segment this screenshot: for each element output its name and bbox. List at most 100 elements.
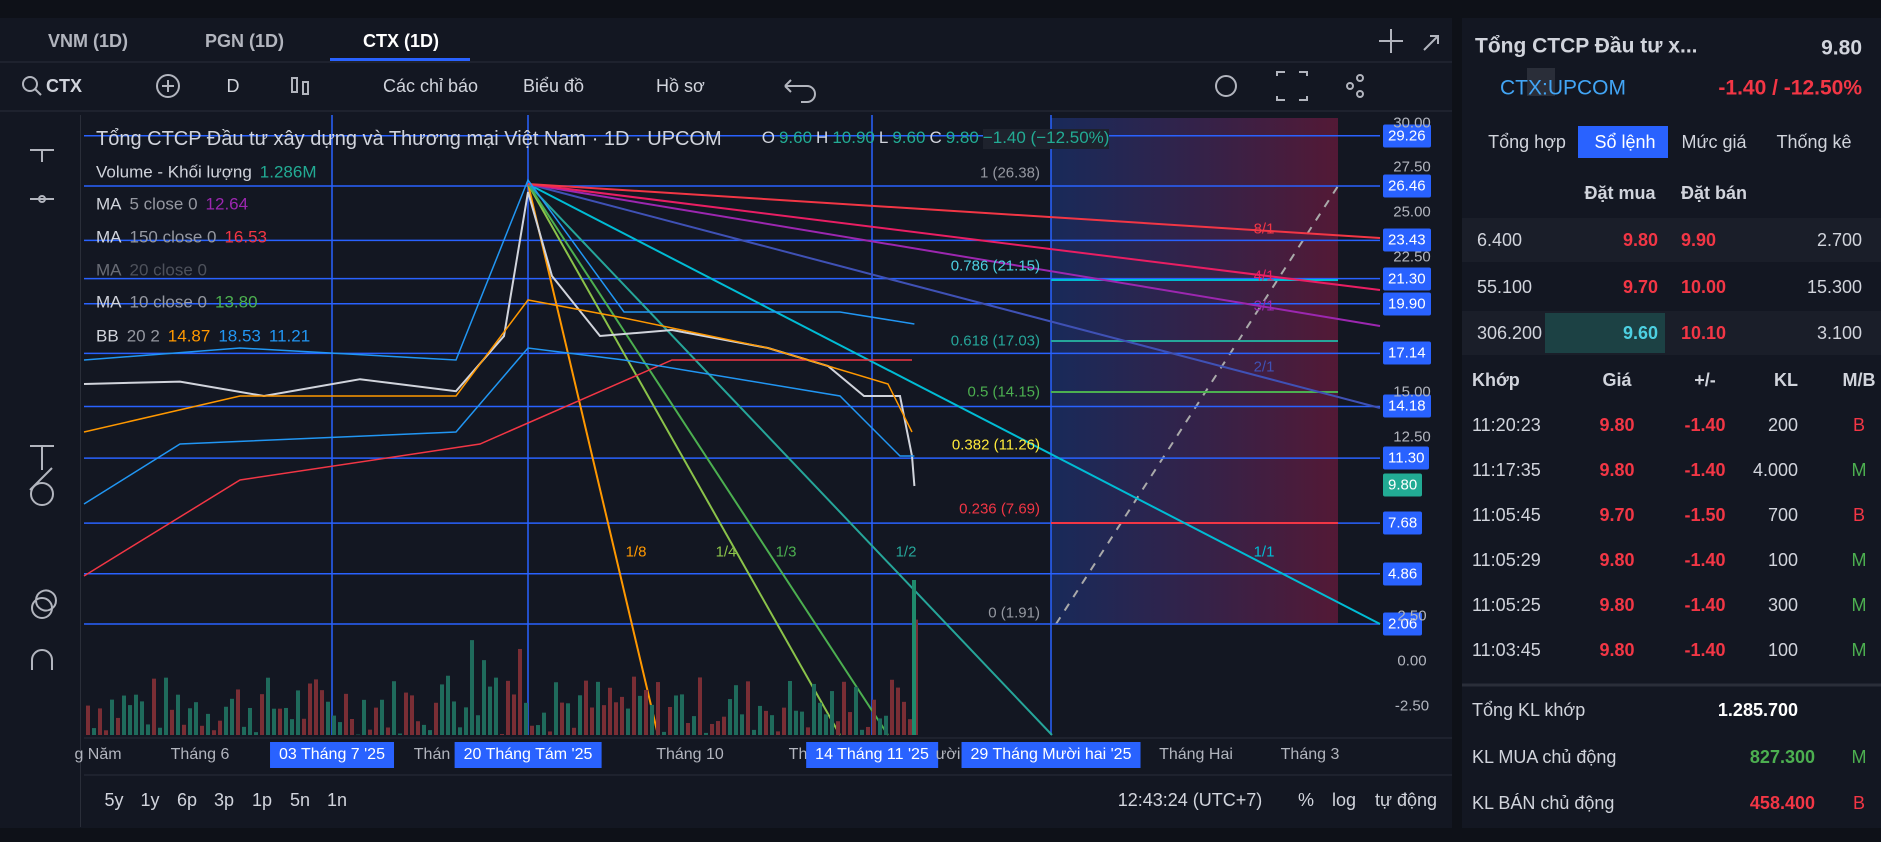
volume-bar bbox=[848, 712, 852, 735]
stock-name: Tổng CTCP Đầu tư x... bbox=[1475, 34, 1698, 58]
volume-bar bbox=[452, 701, 456, 735]
drawing-toolbar[interactable] bbox=[10, 115, 81, 827]
tab[interactable]: CTX (1D) bbox=[363, 31, 439, 51]
volume-bar bbox=[740, 714, 744, 735]
range-button[interactable]: 1n bbox=[326, 790, 348, 810]
tab[interactable]: PGN (1D) bbox=[205, 31, 285, 51]
fan-label: 1/3 bbox=[775, 543, 797, 561]
volume-bar bbox=[602, 705, 606, 735]
volume-bar bbox=[614, 702, 618, 735]
panel-price: 9.80 bbox=[1821, 36, 1862, 60]
volume-bar bbox=[140, 701, 144, 735]
bb-upper bbox=[83, 178, 915, 361]
edit-button[interactable] bbox=[1527, 68, 1555, 96]
profile-menu[interactable]: Hồ sơ bbox=[656, 76, 705, 96]
bb-lower bbox=[83, 347, 915, 505]
range-button[interactable]: 5y bbox=[104, 790, 124, 810]
range-button[interactable]: 3p bbox=[213, 790, 235, 810]
active-tab bbox=[1578, 126, 1668, 158]
volume-bar bbox=[782, 707, 786, 735]
legend-name: MA bbox=[96, 292, 122, 312]
volume-bar bbox=[446, 675, 450, 735]
range-button[interactable]: 6p bbox=[176, 790, 198, 810]
volume-bar bbox=[698, 677, 702, 735]
volume-bar bbox=[650, 704, 654, 735]
indicators-button[interactable]: Các chỉ báo bbox=[383, 76, 479, 96]
time-axis-label: Th bbox=[788, 746, 808, 763]
clock: 12:43:24 (UTC+7) bbox=[1117, 790, 1263, 810]
legend-value: 13.80 bbox=[215, 292, 258, 312]
legend-row: MA 20 close 0 bbox=[96, 262, 207, 279]
volume-bar bbox=[128, 705, 132, 735]
ask-price: 10.10 bbox=[1681, 323, 1727, 343]
side-panel bbox=[1462, 18, 1881, 828]
volume-bar bbox=[542, 712, 546, 735]
time-axis-label: 29 Tháng Mười hai '25 bbox=[961, 742, 1141, 768]
trade-cell: B bbox=[1852, 505, 1866, 525]
volume-bar bbox=[884, 715, 888, 735]
symbol[interactable]: CTX bbox=[46, 76, 82, 96]
trades-header: KL bbox=[1774, 370, 1798, 390]
volume-bar bbox=[866, 726, 870, 735]
volume-bar bbox=[296, 690, 300, 735]
volume-bar bbox=[476, 715, 480, 735]
fan-line bbox=[527, 183, 1381, 409]
fan-label: 8/1 bbox=[1253, 220, 1275, 238]
volume-bar bbox=[170, 709, 174, 735]
volume-bar bbox=[890, 679, 894, 735]
price-path bbox=[83, 191, 916, 487]
volume-bar bbox=[212, 730, 216, 735]
legend-params: 150 close 0 bbox=[129, 227, 217, 247]
trade-cell: 11:03:45 bbox=[1472, 640, 1541, 660]
price-badge: 2.06 bbox=[1383, 612, 1423, 636]
volume-bar bbox=[98, 708, 102, 735]
range-button[interactable]: 1y bbox=[140, 790, 160, 810]
range-button[interactable]: 5n bbox=[289, 790, 311, 810]
time-axis-label: ười bbox=[935, 746, 961, 763]
volume-bar bbox=[692, 716, 696, 735]
ask-volume: 15.300 bbox=[1806, 277, 1862, 297]
time-axis-label: Tháng 10 bbox=[656, 746, 724, 763]
panel-tab[interactable]: Thống kê bbox=[1776, 132, 1852, 152]
chart-change: −1.40 (−12.50%) bbox=[982, 128, 1110, 149]
volume-bar bbox=[806, 727, 810, 735]
interval[interactable]: D bbox=[226, 76, 240, 96]
tab[interactable]: VNM (1D) bbox=[48, 31, 128, 51]
bid-price: 9.80 bbox=[1622, 230, 1658, 250]
volume-bar bbox=[518, 648, 522, 735]
volume-bar bbox=[878, 718, 882, 735]
price-badge: 23.43 bbox=[1383, 228, 1431, 252]
volume-bar bbox=[266, 677, 270, 735]
ma-20 bbox=[83, 299, 913, 433]
panel-tab[interactable]: Tổng hợp bbox=[1488, 132, 1566, 152]
ticker: CTX:UPCOM bbox=[1500, 76, 1626, 100]
price-axis-label: 27.50 bbox=[1393, 158, 1431, 176]
volume-bar bbox=[188, 708, 192, 735]
volume-bar bbox=[842, 681, 846, 735]
range-button[interactable]: 1p bbox=[251, 790, 273, 810]
volume-bar bbox=[566, 703, 570, 735]
volume-bar bbox=[716, 721, 720, 735]
fan-line bbox=[527, 183, 1381, 291]
summary-value: 458.400 bbox=[1749, 793, 1815, 813]
log-toggle[interactable]: log bbox=[1331, 790, 1357, 810]
time-axis-label: Tháng 3 bbox=[1280, 746, 1340, 763]
price-axis-label: 15.00 bbox=[1393, 383, 1431, 401]
chart-menu[interactable]: Biểu đồ bbox=[523, 76, 585, 96]
legend-value: 11.21 bbox=[268, 326, 311, 346]
volume-bar bbox=[704, 732, 708, 735]
trade-cell: B bbox=[1852, 415, 1866, 435]
auto-toggle[interactable]: tự động bbox=[1374, 790, 1438, 810]
chart-title: Tổng CTCP Đầu tư xây dựng và Thương mại … bbox=[96, 128, 722, 150]
panel-tab[interactable]: Sổ lệnh bbox=[1594, 132, 1656, 152]
legend-params: 5 close 0 bbox=[129, 194, 198, 214]
volume-bar bbox=[92, 728, 96, 735]
volume-bar bbox=[164, 677, 168, 735]
panel-change: -1.40 / -12.50% bbox=[1718, 76, 1862, 100]
panel-tab[interactable]: Mức giá bbox=[1681, 132, 1747, 152]
percent-toggle[interactable]: % bbox=[1297, 790, 1315, 810]
trade-cell: -1.40 bbox=[1684, 595, 1726, 615]
book-header: Đặt bán bbox=[1680, 183, 1748, 203]
